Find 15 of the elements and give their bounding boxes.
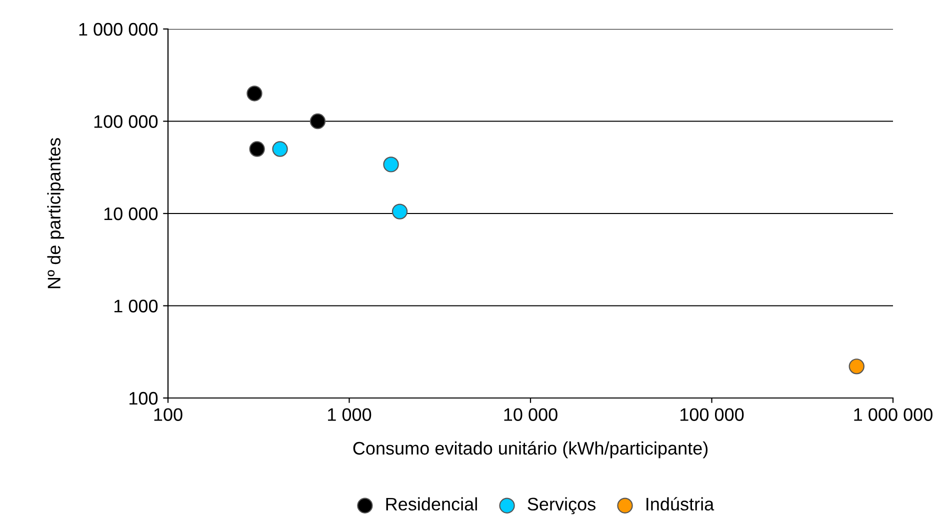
x-tick-label: 1 000 000 xyxy=(854,408,932,421)
y-tick-label: 1 000 000 xyxy=(79,22,158,36)
legend-label: Indústria xyxy=(646,497,714,511)
legend-label: Serviços xyxy=(528,497,596,514)
x-tick-label: 1 000 xyxy=(328,408,372,421)
y-tick-label: 10 000 xyxy=(104,207,158,220)
legend-label: Residencial xyxy=(386,497,477,511)
y-tick-label: 100 000 xyxy=(94,115,158,128)
x-tick-label: 10 000 xyxy=(504,408,558,421)
x-tick-label: 100 000 xyxy=(680,408,744,421)
y-tick-label: 100 xyxy=(130,392,158,405)
x-axis-title: Consumo evitado unitário (kWh/participante) xyxy=(353,441,708,458)
y-axis-title: Nº de participantes xyxy=(47,138,64,288)
y-tick-label: 1 000 xyxy=(114,300,158,312)
x-tick-label: 100 xyxy=(154,408,182,421)
